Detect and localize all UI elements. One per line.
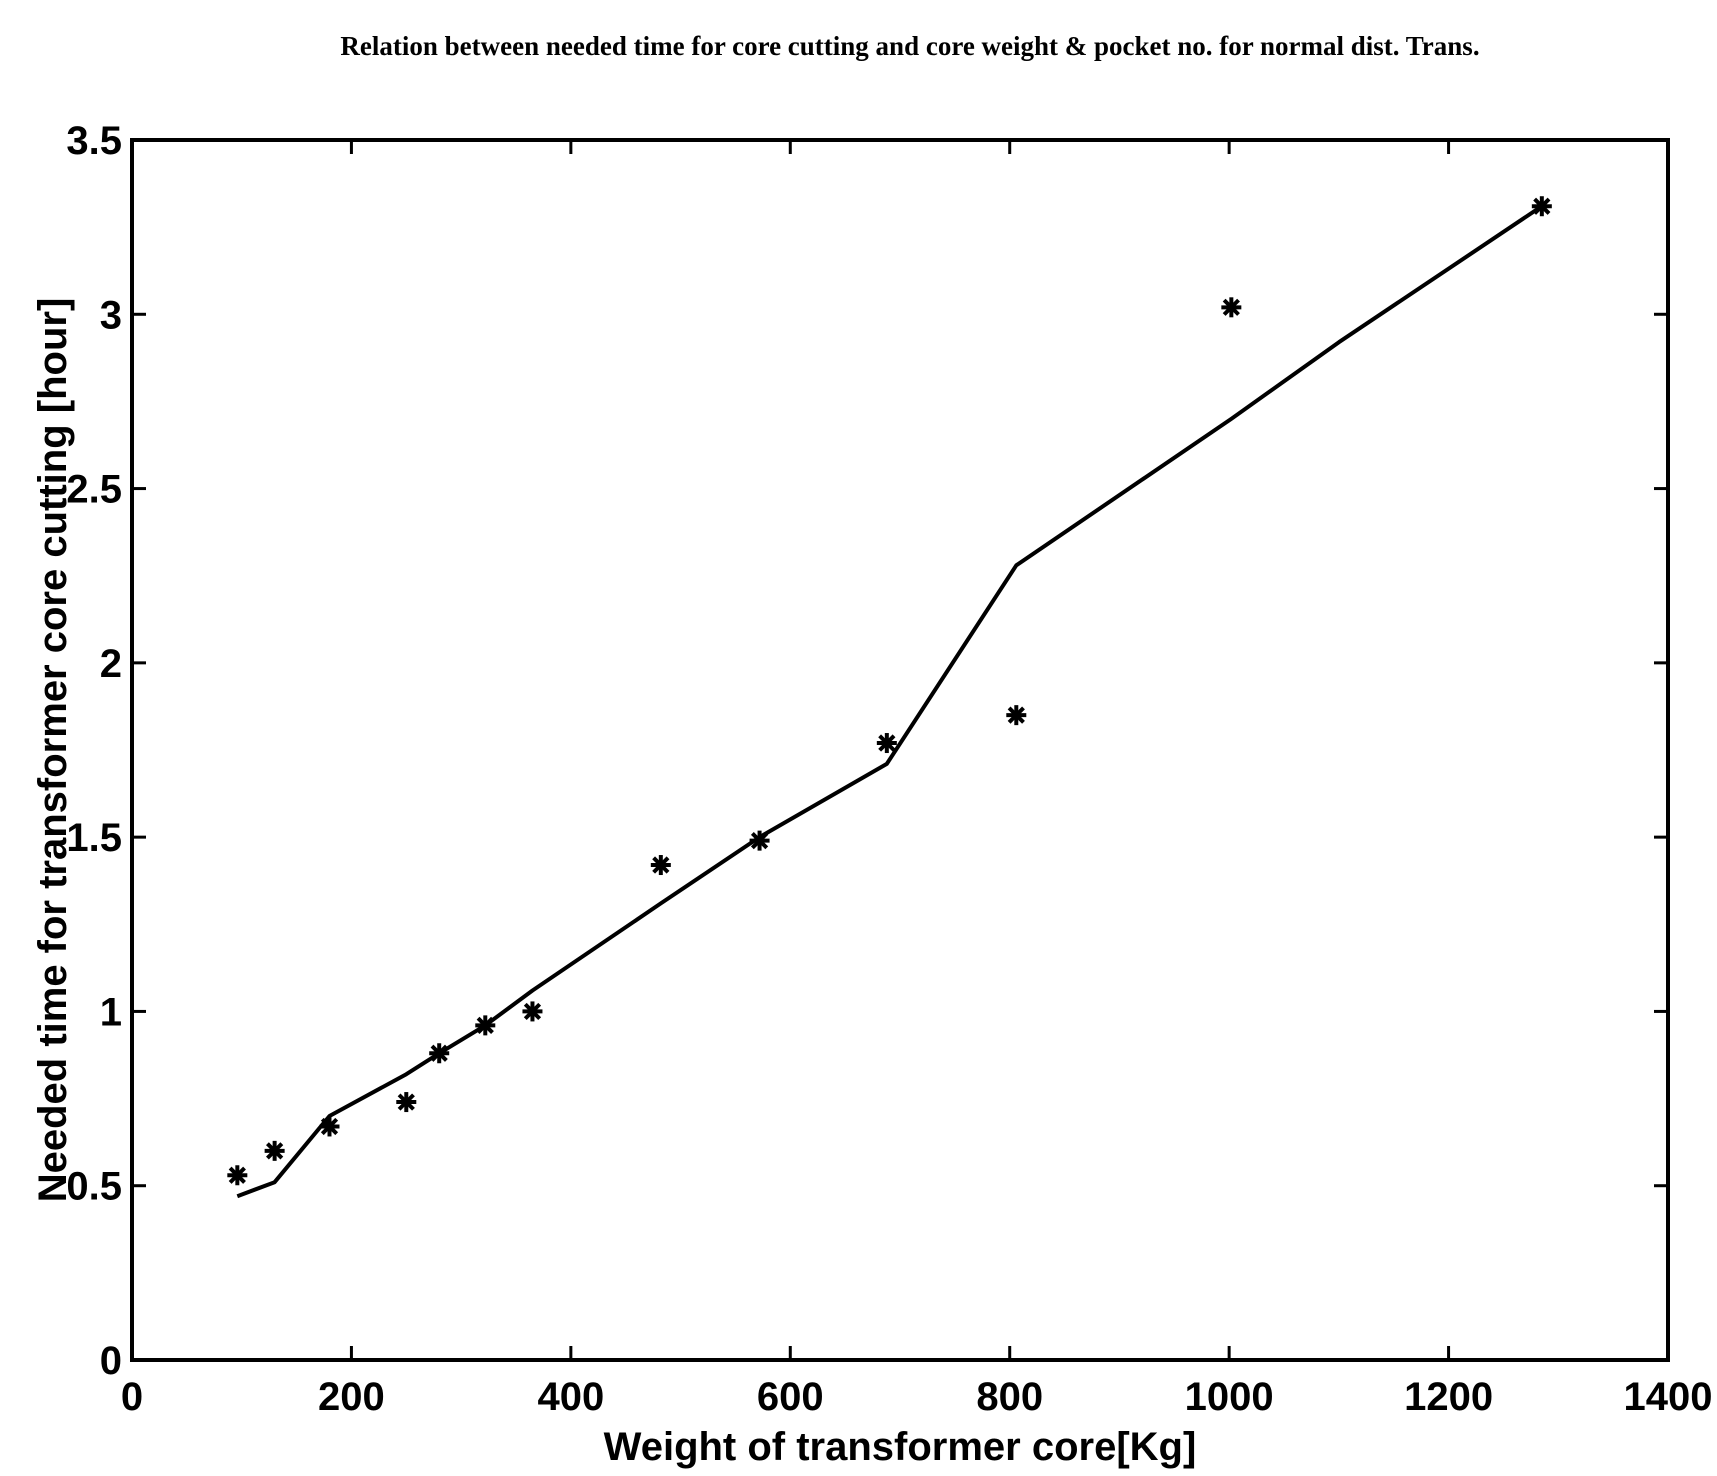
x-tick-label: 600 <box>757 1375 824 1419</box>
data-point-marker <box>264 1140 285 1161</box>
y-tick-label: 0.5 <box>66 1165 122 1209</box>
x-tick-label: 800 <box>976 1375 1043 1419</box>
plot-area-frame <box>130 138 1670 1362</box>
data-point-marker <box>396 1092 417 1113</box>
x-tick-label: 1000 <box>1185 1375 1274 1419</box>
x-axis-label: Weight of transformer core[Kg] <box>604 1425 1197 1469</box>
y-tick-label: 1.5 <box>66 816 122 860</box>
data-point-marker <box>1221 297 1242 318</box>
y-tick-label: 1 <box>100 990 122 1034</box>
fit-line <box>236 204 1543 1199</box>
y-axis-label: Needed time for transformer core cutting… <box>31 298 75 1203</box>
series-layer <box>227 196 1552 1199</box>
y-tick-label: 2.5 <box>66 468 122 512</box>
data-point-marker <box>1531 196 1552 217</box>
y-tick-label: 3.5 <box>66 119 122 163</box>
y-tick-label: 3 <box>100 293 122 337</box>
x-tick-label: 400 <box>537 1375 604 1419</box>
data-point-marker <box>1006 705 1027 726</box>
x-tick-label: 1200 <box>1404 1375 1493 1419</box>
axis-ticks <box>130 138 1670 1362</box>
chart-title: Relation between needed time for core cu… <box>340 31 1479 61</box>
x-tick-label: 200 <box>318 1375 385 1419</box>
x-tick-labels: 0 200 400 600 800 1000 1200 1400 <box>121 1375 1713 1419</box>
data-point-marker <box>876 733 897 754</box>
y-tick-label: 2 <box>100 642 122 686</box>
y-tick-labels: 0 0.5 1 1.5 2 2.5 3 3.5 <box>66 119 122 1383</box>
x-tick-label: 0 <box>121 1375 143 1419</box>
data-point-marker <box>227 1165 248 1186</box>
y-tick-label: 0 <box>100 1339 122 1383</box>
x-tick-label: 1400 <box>1624 1375 1713 1419</box>
data-point-marker <box>650 855 671 876</box>
data-point-marker <box>522 1001 543 1022</box>
